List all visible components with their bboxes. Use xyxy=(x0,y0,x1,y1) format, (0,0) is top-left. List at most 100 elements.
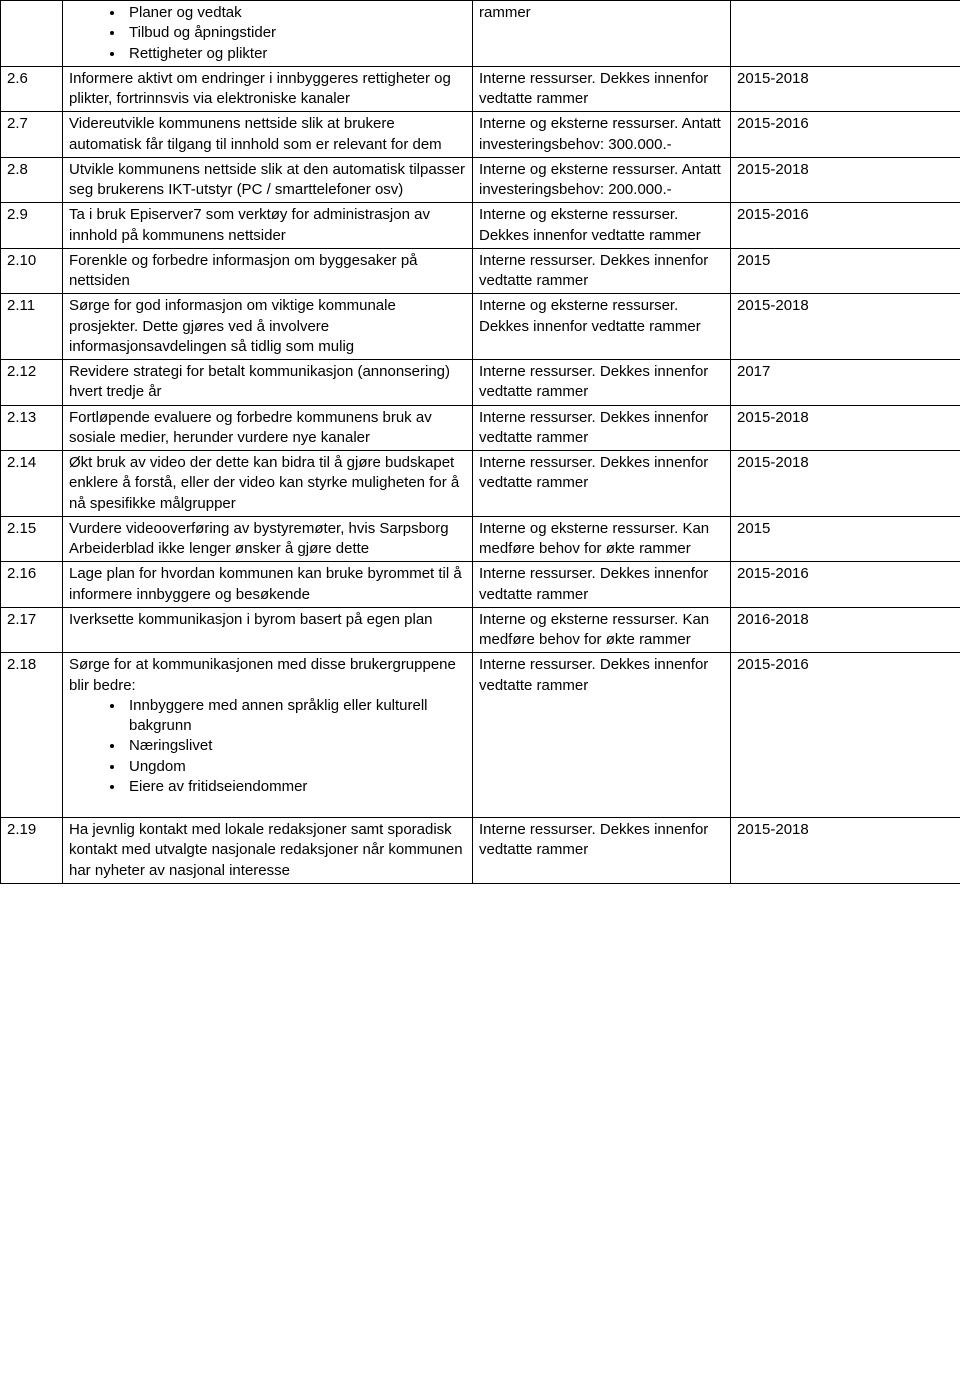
row-description-text: Videreutvikle kommunens nettside slik at… xyxy=(69,114,466,155)
table-row: 2.10Forenkle og forbedre informasjon om … xyxy=(1,248,960,294)
row-resources: Interne ressurser. Dekkes innenfor vedta… xyxy=(473,562,731,608)
table-row: 2.9Ta i bruk Episerver7 som verktøy for … xyxy=(1,203,960,249)
row-description-text: Vurdere videooverføring av bystyremøter,… xyxy=(69,519,466,560)
row-resources: Interne og eksterne ressurser. Dekkes in… xyxy=(473,203,731,249)
list-item: Tilbud og åpningstider xyxy=(125,23,466,43)
row-description: Lage plan for hvordan kommunen kan bruke… xyxy=(63,562,473,608)
row-description: Planer og vedtakTilbud og åpningstiderRe… xyxy=(63,1,473,67)
row-description-bullets: Innbyggere med annen språklig eller kult… xyxy=(69,696,466,797)
row-id: 2.16 xyxy=(1,562,63,608)
list-item: Ungdom xyxy=(125,757,466,777)
row-period xyxy=(731,1,960,67)
row-id: 2.9 xyxy=(1,203,63,249)
row-period: 2015-2016 xyxy=(731,112,960,158)
row-description-text: Revidere strategi for betalt kommunikasj… xyxy=(69,362,466,403)
row-resources: Interne og eksterne ressurser. Antatt in… xyxy=(473,157,731,203)
row-description-text: Ta i bruk Episerver7 som verktøy for adm… xyxy=(69,205,466,246)
row-id: 2.13 xyxy=(1,405,63,451)
row-description-text: Sørge for god informasjon om viktige kom… xyxy=(69,296,466,357)
row-resources: Interne og eksterne ressurser. Antatt in… xyxy=(473,112,731,158)
list-item: Rettigheter og plikter xyxy=(125,44,466,64)
row-description-bullets: Planer og vedtakTilbud og åpningstiderRe… xyxy=(69,3,466,64)
row-period: 2017 xyxy=(731,360,960,406)
row-description: Vurdere videooverføring av bystyremøter,… xyxy=(63,516,473,562)
row-description-text: Ha jevnlig kontakt med lokale redaksjone… xyxy=(69,820,466,881)
row-description-text: Informere aktivt om endringer i innbygge… xyxy=(69,69,466,110)
row-period: 2015-2018 xyxy=(731,451,960,517)
row-period: 2015-2018 xyxy=(731,66,960,112)
row-resources: rammer xyxy=(473,1,731,67)
list-item: Næringslivet xyxy=(125,736,466,756)
row-description-text: Utvikle kommunens nettside slik at den a… xyxy=(69,160,466,201)
table-row: 2.8Utvikle kommunens nettside slik at de… xyxy=(1,157,960,203)
row-id: 2.17 xyxy=(1,607,63,653)
plan-table: Planer og vedtakTilbud og åpningstiderRe… xyxy=(0,0,960,884)
row-resources: Interne og eksterne ressurser. Dekkes in… xyxy=(473,294,731,360)
row-resources: Interne ressurser. Dekkes innenfor vedta… xyxy=(473,405,731,451)
row-id: 2.10 xyxy=(1,248,63,294)
row-id: 2.7 xyxy=(1,112,63,158)
row-id: 2.18 xyxy=(1,653,63,818)
row-description-lead: Sørge for at kommunikasjonen med disse b… xyxy=(69,655,466,696)
row-resources: Interne ressurser. Dekkes innenfor vedta… xyxy=(473,66,731,112)
row-id: 2.12 xyxy=(1,360,63,406)
row-id xyxy=(1,1,63,67)
row-description-text: Forenkle og forbedre informasjon om bygg… xyxy=(69,251,466,292)
row-resources: Interne ressurser. Dekkes innenfor vedta… xyxy=(473,248,731,294)
row-id: 2.11 xyxy=(1,294,63,360)
table-row: 2.18Sørge for at kommunikasjonen med dis… xyxy=(1,653,960,818)
row-description: Ha jevnlig kontakt med lokale redaksjone… xyxy=(63,818,473,884)
row-description: Informere aktivt om endringer i innbygge… xyxy=(63,66,473,112)
table-row: Planer og vedtakTilbud og åpningstiderRe… xyxy=(1,1,960,67)
table-row: 2.14Økt bruk av video der dette kan bidr… xyxy=(1,451,960,517)
table-row: 2.6Informere aktivt om endringer i innby… xyxy=(1,66,960,112)
row-resources: Interne og eksterne ressurser. Kan medfø… xyxy=(473,607,731,653)
table-row: 2.13Fortløpende evaluere og forbedre kom… xyxy=(1,405,960,451)
row-resources: Interne og eksterne ressurser. Kan medfø… xyxy=(473,516,731,562)
table-row: 2.11Sørge for god informasjon om viktige… xyxy=(1,294,960,360)
list-item: Planer og vedtak xyxy=(125,3,466,23)
row-description: Ta i bruk Episerver7 som verktøy for adm… xyxy=(63,203,473,249)
spacer xyxy=(69,797,466,815)
row-description: Økt bruk av video der dette kan bidra ti… xyxy=(63,451,473,517)
row-description: Revidere strategi for betalt kommunikasj… xyxy=(63,360,473,406)
row-id: 2.6 xyxy=(1,66,63,112)
row-period: 2015-2018 xyxy=(731,294,960,360)
row-period: 2015-2018 xyxy=(731,405,960,451)
row-description: Utvikle kommunens nettside slik at den a… xyxy=(63,157,473,203)
list-item: Innbyggere med annen språklig eller kult… xyxy=(125,696,466,737)
row-description: Forenkle og forbedre informasjon om bygg… xyxy=(63,248,473,294)
row-id: 2.14 xyxy=(1,451,63,517)
row-id: 2.15 xyxy=(1,516,63,562)
row-description-text: Iverksette kommunikasjon i byrom basert … xyxy=(69,610,466,630)
row-period: 2015-2016 xyxy=(731,203,960,249)
row-description-text: Lage plan for hvordan kommunen kan bruke… xyxy=(69,564,466,605)
row-period: 2015 xyxy=(731,248,960,294)
row-description: Iverksette kommunikasjon i byrom basert … xyxy=(63,607,473,653)
row-description: Fortløpende evaluere og forbedre kommune… xyxy=(63,405,473,451)
row-description-text: Økt bruk av video der dette kan bidra ti… xyxy=(69,453,466,514)
table-row: 2.15Vurdere videooverføring av bystyremø… xyxy=(1,516,960,562)
row-period: 2015-2016 xyxy=(731,653,960,818)
row-description: Videreutvikle kommunens nettside slik at… xyxy=(63,112,473,158)
row-id: 2.19 xyxy=(1,818,63,884)
row-description: Sørge for god informasjon om viktige kom… xyxy=(63,294,473,360)
table-row: 2.19Ha jevnlig kontakt med lokale redaks… xyxy=(1,818,960,884)
row-period: 2016-2018 xyxy=(731,607,960,653)
row-resources: Interne ressurser. Dekkes innenfor vedta… xyxy=(473,451,731,517)
row-description-text: Fortløpende evaluere og forbedre kommune… xyxy=(69,408,466,449)
table-row: 2.12Revidere strategi for betalt kommuni… xyxy=(1,360,960,406)
row-period: 2015 xyxy=(731,516,960,562)
table-row: 2.17 Iverksette kommunikasjon i byrom bas… xyxy=(1,607,960,653)
row-resources: Interne ressurser. Dekkes innenfor vedta… xyxy=(473,653,731,818)
list-item: Eiere av fritidseiendommer xyxy=(125,777,466,797)
row-id: 2.8 xyxy=(1,157,63,203)
table-row: 2.16Lage plan for hvordan kommunen kan b… xyxy=(1,562,960,608)
row-resources: Interne ressurser. Dekkes innenfor vedta… xyxy=(473,360,731,406)
row-period: 2015-2018 xyxy=(731,157,960,203)
table-row: 2.7Videreutvikle kommunens nettside slik… xyxy=(1,112,960,158)
row-description: Sørge for at kommunikasjonen med disse b… xyxy=(63,653,473,818)
row-period: 2015-2016 xyxy=(731,562,960,608)
row-resources: Interne ressurser. Dekkes innenfor vedta… xyxy=(473,818,731,884)
row-period: 2015-2018 xyxy=(731,818,960,884)
